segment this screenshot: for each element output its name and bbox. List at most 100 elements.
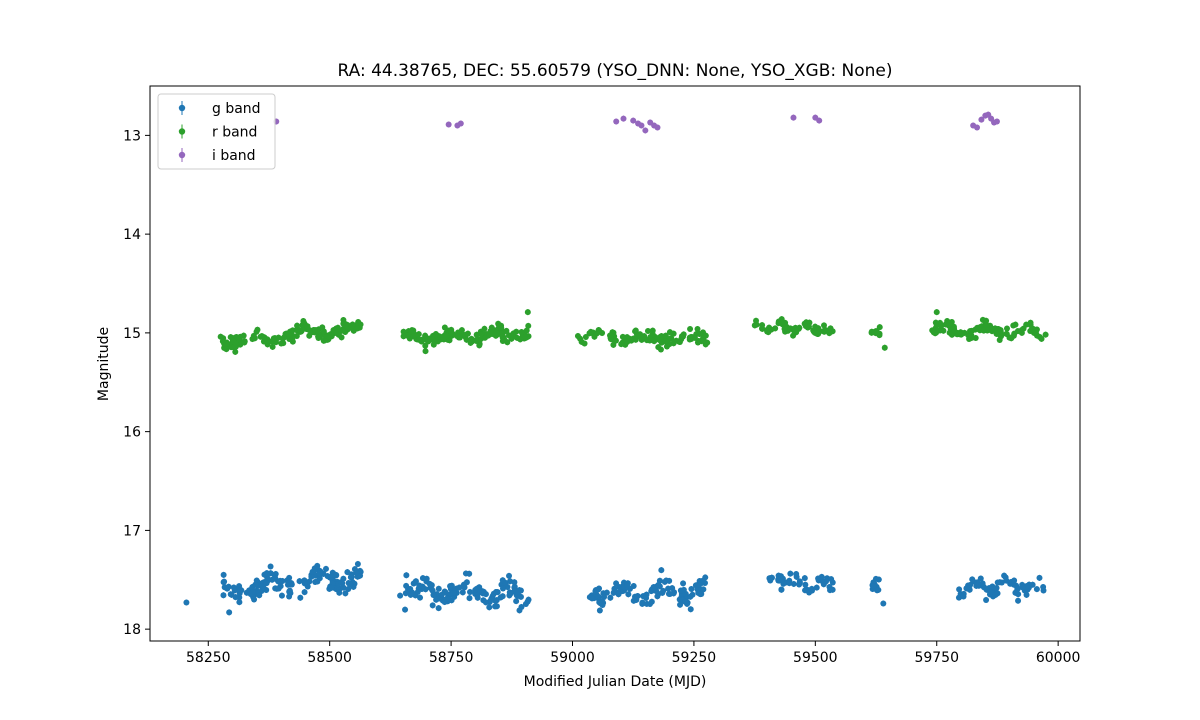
data-point: [501, 336, 508, 343]
data-point: [261, 571, 268, 578]
data-point: [666, 591, 673, 598]
data-point: [644, 328, 651, 335]
data-point: [397, 592, 404, 599]
data-point: [1019, 584, 1026, 591]
data-point: [301, 578, 308, 585]
data-point: [624, 582, 631, 589]
y-tick-label: 18: [123, 622, 141, 638]
data-point: [653, 588, 660, 595]
data-point: [955, 594, 962, 601]
data-point: [654, 124, 661, 131]
data-point: [596, 607, 603, 614]
data-point: [453, 332, 460, 339]
r-band-points: [217, 309, 1049, 355]
data-point: [670, 330, 677, 337]
data-point: [613, 580, 620, 587]
data-point: [337, 579, 344, 586]
y-tick-label: 17: [123, 523, 141, 539]
data-point: [1036, 574, 1043, 581]
data-point: [316, 570, 323, 577]
data-point: [309, 568, 316, 575]
data-point: [296, 578, 303, 585]
data-point: [803, 586, 810, 593]
data-point: [458, 327, 465, 334]
data-point: [966, 586, 973, 593]
data-point: [493, 330, 500, 337]
data-point: [474, 594, 481, 601]
data-point: [700, 337, 707, 344]
data-point: [260, 584, 267, 591]
data-point: [433, 596, 440, 603]
data-point: [1033, 326, 1040, 333]
data-point: [974, 124, 981, 131]
data-point: [610, 589, 617, 596]
data-point: [486, 604, 493, 611]
data-point: [513, 598, 520, 605]
data-point: [312, 578, 319, 585]
data-point: [236, 599, 243, 606]
data-point: [993, 118, 1000, 125]
data-point: [820, 580, 827, 587]
data-point: [677, 587, 684, 594]
data-point: [304, 323, 311, 330]
data-point: [577, 335, 584, 342]
data-point: [960, 593, 967, 600]
x-tick-label: 59750: [914, 650, 959, 666]
data-point: [796, 579, 803, 586]
data-point: [992, 591, 999, 598]
x-tick-label: 60000: [1036, 650, 1081, 666]
data-point: [654, 593, 661, 600]
data-point: [252, 581, 259, 588]
data-point: [230, 338, 237, 345]
data-point: [978, 116, 985, 123]
data-point: [444, 595, 451, 602]
data-point: [1027, 327, 1034, 334]
data-point: [476, 342, 483, 349]
data-point: [938, 322, 945, 329]
data-point: [993, 584, 1000, 591]
data-point: [758, 325, 765, 332]
data-point: [344, 569, 351, 576]
data-point: [324, 573, 331, 580]
data-point: [508, 590, 515, 597]
data-point: [400, 333, 407, 340]
data-point: [655, 581, 662, 588]
x-axis: 58250 58500 58750 59000 59250 59500 59750 60000: [186, 641, 1080, 666]
data-point: [956, 586, 963, 593]
data-point: [416, 336, 423, 343]
legend-marker: [178, 128, 186, 135]
data-point: [630, 117, 637, 124]
data-point: [285, 579, 292, 586]
data-point: [607, 594, 614, 601]
data-point: [328, 584, 335, 591]
data-point: [980, 327, 987, 334]
data-point: [632, 328, 639, 335]
data-point: [447, 583, 454, 590]
data-point: [499, 585, 506, 592]
data-point: [787, 570, 794, 577]
data-point: [220, 571, 227, 578]
data-point: [419, 575, 426, 582]
data-point: [353, 569, 360, 576]
data-point: [958, 331, 965, 338]
data-point: [1008, 334, 1015, 341]
data-point: [983, 322, 990, 329]
data-point: [950, 323, 957, 330]
data-point: [482, 334, 489, 341]
data-point: [275, 585, 282, 592]
data-point: [596, 599, 603, 606]
data-point: [267, 570, 274, 577]
data-point: [967, 581, 974, 588]
data-point: [412, 579, 419, 586]
data-point: [263, 580, 270, 587]
data-point: [968, 328, 975, 335]
data-point: [973, 582, 980, 589]
data-point: [435, 605, 442, 612]
data-point: [306, 578, 313, 585]
data-point: [272, 575, 279, 582]
data-point: [432, 332, 439, 339]
data-point: [481, 325, 488, 332]
data-point: [513, 328, 520, 335]
data-point: [588, 595, 595, 602]
